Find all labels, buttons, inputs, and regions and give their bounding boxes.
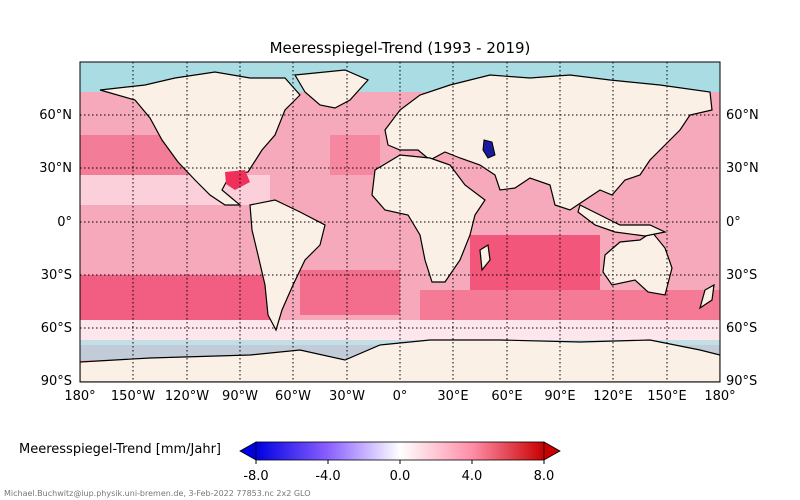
south-atlantic-band xyxy=(300,270,400,315)
lat-label-left: 30°S xyxy=(41,268,72,283)
lat-label-right: 90°S xyxy=(726,374,757,389)
colorbar-tick-label: 8.0 xyxy=(534,469,555,484)
lat-label-left: 60°S xyxy=(41,321,72,336)
south-america-landmass xyxy=(249,199,326,332)
lon-label: 150°W xyxy=(111,389,155,404)
lat-label-right: 0° xyxy=(726,215,741,230)
new-zealand-landmass xyxy=(698,283,715,310)
graticule xyxy=(80,62,720,382)
lat-label-left: 0° xyxy=(57,215,72,230)
lon-label: 90°E xyxy=(544,389,575,404)
colorbar-label: Meeresspiegel-Trend [mm/Jahr] xyxy=(19,442,221,457)
lat-label-right: 60°N xyxy=(726,108,759,123)
map-frame xyxy=(79,61,721,383)
lon-label: 180° xyxy=(64,389,95,404)
south-pacific-strong-band xyxy=(80,275,270,320)
gulf-of-mexico-rise xyxy=(225,170,250,190)
lon-label: 30°W xyxy=(329,389,365,404)
lon-label: 150°E xyxy=(647,389,687,404)
colorbar-tick-label: -8.0 xyxy=(243,469,268,484)
lon-label: 90°W xyxy=(222,389,258,404)
south-indian-band xyxy=(420,290,720,320)
colorbar-gradient xyxy=(255,441,545,461)
colorbar: -8.0 -4.0 0.0 4.0 8.0 xyxy=(239,441,561,484)
eurasia-landmass xyxy=(384,74,713,211)
lon-label: 60°E xyxy=(491,389,522,404)
lat-label-right: 30°S xyxy=(726,268,757,283)
lon-label: 0° xyxy=(393,389,408,404)
lon-label: 120°E xyxy=(593,389,633,404)
colorbar-tick-label: 0.0 xyxy=(390,469,411,484)
indonesia-islands xyxy=(577,204,667,237)
australia-landmass xyxy=(602,231,673,296)
lat-label-left: 90°S xyxy=(41,374,72,389)
colorbar-min-extend xyxy=(239,441,257,461)
greenland-landmass xyxy=(294,69,370,109)
madagascar-landmass xyxy=(479,243,491,272)
lat-label-left: 30°N xyxy=(39,161,72,176)
lat-label-right: 60°S xyxy=(726,321,757,336)
colorbar-tick-label: 4.0 xyxy=(462,469,483,484)
lon-label: 120°W xyxy=(165,389,209,404)
lat-label-right: 30°N xyxy=(726,161,759,176)
credit-line: Michael.Buchwitz@iup.physik.uni-bremen.d… xyxy=(4,489,311,498)
lon-label: 60°W xyxy=(275,389,311,404)
colorbar-tick-label: -4.0 xyxy=(315,469,340,484)
north-atlantic-band xyxy=(330,135,380,175)
lat-label-left: 60°N xyxy=(39,108,72,123)
map-title: Meeresspiegel-Trend (1993 - 2019) xyxy=(269,39,531,57)
lon-label: 30°E xyxy=(437,389,468,404)
caspian-sea-fall xyxy=(482,139,496,159)
indian-ocean-band xyxy=(470,235,600,295)
lon-label: 180° xyxy=(704,389,735,404)
colorbar-max-extend xyxy=(543,441,561,461)
